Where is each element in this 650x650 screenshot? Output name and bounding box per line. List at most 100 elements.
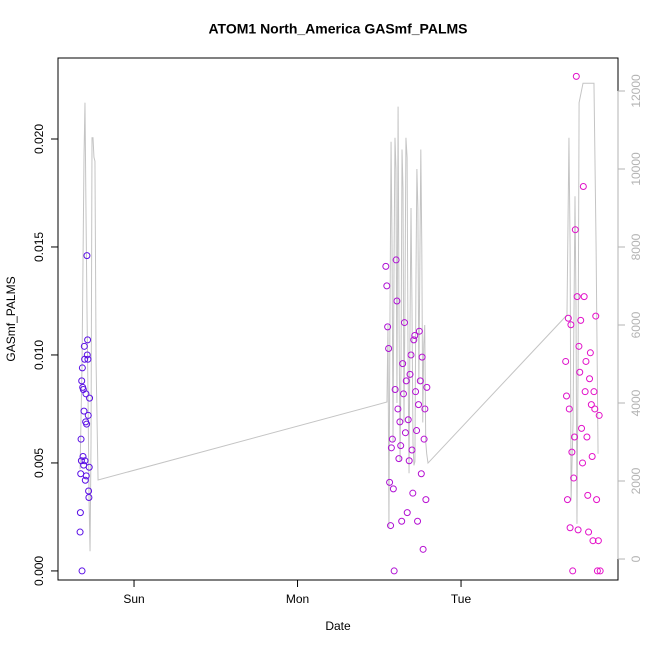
point (399, 360, 407, 368)
point (573, 293, 581, 301)
point (83, 252, 91, 260)
point (565, 405, 573, 413)
point (579, 183, 587, 191)
x-tick-label: Mon (286, 592, 309, 606)
y-tick-label: 0.015 (32, 232, 46, 262)
point (580, 293, 588, 301)
point (571, 433, 579, 441)
plot-frame (57, 57, 619, 581)
point (405, 457, 413, 465)
point (76, 528, 84, 536)
x-tick-label: Sun (123, 592, 144, 606)
point (572, 72, 580, 80)
point (84, 411, 92, 419)
point (563, 496, 571, 504)
point (410, 336, 418, 344)
point (591, 405, 599, 413)
point (78, 377, 86, 385)
y2-tick-label: 0 (629, 555, 643, 562)
point (577, 316, 585, 324)
y2-tick-label: 6000 (629, 311, 643, 338)
point (81, 476, 89, 484)
point (391, 386, 399, 394)
point (78, 364, 86, 372)
point (387, 522, 395, 530)
point (412, 388, 420, 396)
point (79, 452, 87, 460)
point (397, 442, 405, 450)
point (407, 351, 415, 359)
point (388, 435, 396, 443)
point (422, 496, 430, 504)
point (582, 357, 590, 365)
point (384, 323, 392, 331)
x-tick-label: Tue (451, 592, 472, 606)
point (81, 457, 89, 465)
y2-tick-label: 10000 (629, 152, 643, 186)
point (404, 416, 412, 424)
point (587, 401, 595, 409)
point (396, 418, 404, 426)
point (400, 319, 408, 327)
chart-title: ATOM1 North_America GASmf_PALMS (208, 21, 467, 37)
point (415, 327, 423, 335)
point (566, 524, 574, 532)
point (382, 262, 390, 270)
point (584, 491, 592, 499)
point (562, 357, 570, 365)
point (579, 459, 587, 467)
point (83, 420, 91, 428)
point (575, 342, 583, 350)
point (84, 355, 92, 363)
point (586, 349, 594, 357)
point (583, 433, 591, 441)
point (585, 528, 593, 536)
line (79, 82, 599, 552)
point (420, 435, 428, 443)
point (416, 377, 424, 385)
point (401, 429, 409, 437)
y-axis-label: GASmf_PALMS (4, 276, 18, 361)
point (85, 463, 93, 471)
point (85, 493, 93, 501)
point (82, 472, 90, 480)
y2-tick-label: 4000 (629, 389, 643, 416)
point (77, 435, 85, 443)
point (562, 392, 570, 400)
point (403, 509, 411, 517)
point (568, 448, 576, 456)
point (80, 342, 88, 350)
point (593, 567, 601, 575)
point (408, 446, 416, 454)
point (564, 314, 572, 322)
x-axis-label: Date (325, 619, 351, 633)
point (390, 567, 398, 575)
point (595, 411, 603, 419)
point (576, 368, 584, 376)
point (398, 517, 406, 525)
point (411, 332, 419, 340)
point (570, 474, 578, 482)
point (588, 452, 596, 460)
point (593, 496, 601, 504)
point (421, 405, 429, 413)
point (567, 321, 575, 329)
point (392, 256, 400, 264)
point (423, 383, 431, 391)
y-tick-label: 0.010 (32, 340, 46, 370)
point (578, 424, 586, 432)
point (78, 567, 86, 575)
point (571, 226, 579, 234)
y-tick-label: 0.005 (32, 448, 46, 478)
point (415, 401, 423, 409)
point (402, 377, 410, 385)
point (574, 526, 582, 534)
point (413, 427, 421, 435)
point (569, 567, 577, 575)
point (386, 478, 394, 486)
point (414, 517, 422, 525)
point (409, 489, 417, 497)
point (383, 282, 391, 290)
y-tick-label: 0.020 (32, 124, 46, 154)
point (395, 455, 403, 463)
